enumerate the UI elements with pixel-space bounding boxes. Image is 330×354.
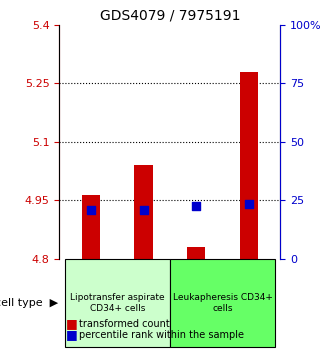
Bar: [134, 165, 153, 259]
Point: [88, 207, 94, 213]
Text: ■: ■: [66, 328, 78, 341]
Point: [194, 204, 199, 209]
Text: ■: ■: [66, 318, 78, 330]
Bar: [82, 195, 100, 259]
Text: cell type  ▶: cell type ▶: [0, 298, 58, 308]
FancyBboxPatch shape: [65, 259, 170, 347]
Bar: [187, 247, 206, 259]
Text: percentile rank within the sample: percentile rank within the sample: [79, 330, 244, 339]
Text: transformed count: transformed count: [79, 319, 170, 329]
Point: [141, 207, 146, 213]
Bar: [240, 72, 258, 259]
Text: Lipotransfer aspirate
CD34+ cells: Lipotransfer aspirate CD34+ cells: [70, 293, 165, 313]
Point: [246, 201, 251, 207]
FancyBboxPatch shape: [170, 259, 275, 347]
Title: GDS4079 / 7975191: GDS4079 / 7975191: [100, 8, 240, 22]
Text: Leukapheresis CD34+
cells: Leukapheresis CD34+ cells: [173, 293, 273, 313]
